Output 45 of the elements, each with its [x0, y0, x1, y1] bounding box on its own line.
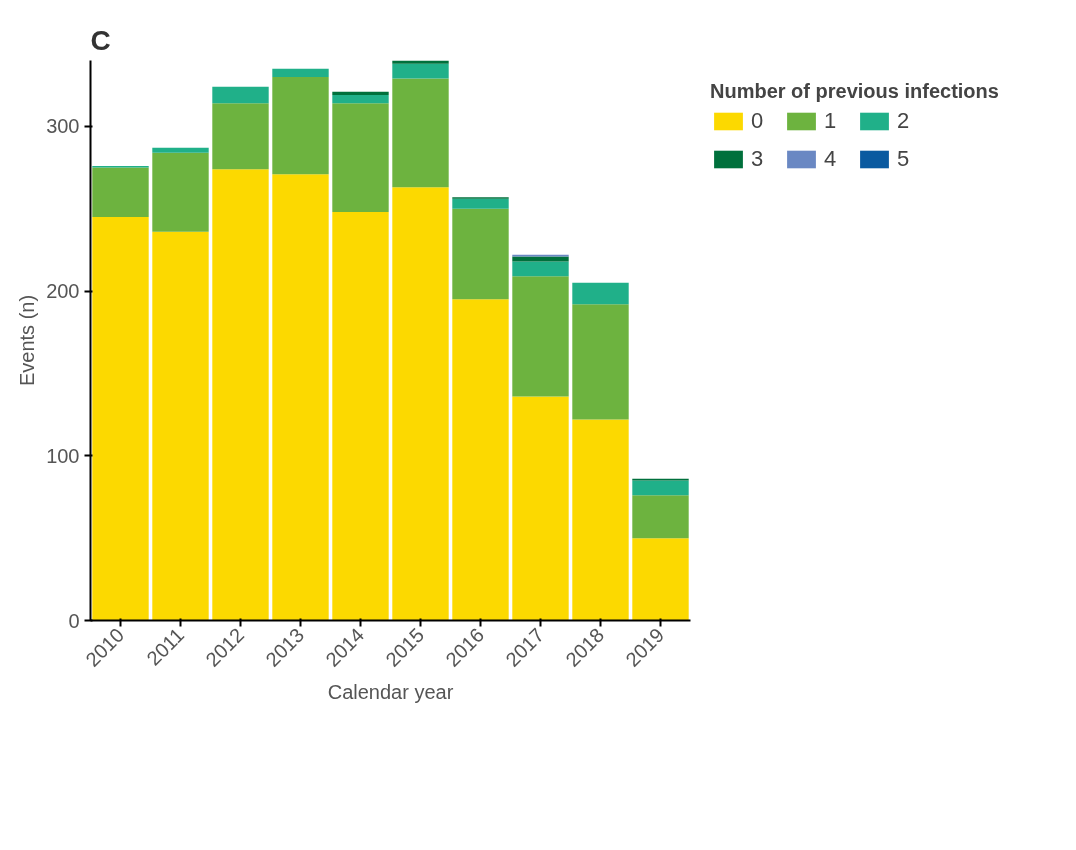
bar — [452, 198, 509, 209]
bar — [272, 68, 329, 77]
y-tick-label: 0 — [68, 609, 80, 632]
bar — [392, 63, 449, 79]
legend-label: 2 — [897, 108, 911, 134]
bar — [212, 103, 269, 170]
y-tick-label: 300 — [46, 115, 80, 138]
bar — [212, 86, 269, 104]
bar — [512, 261, 569, 277]
bar — [152, 152, 209, 232]
bar — [572, 282, 629, 305]
bar — [572, 304, 629, 420]
bar — [332, 95, 389, 104]
bar — [332, 91, 389, 96]
y-tick-label: 200 — [46, 280, 80, 303]
y-tick-label: 100 — [46, 444, 80, 467]
bar — [452, 208, 509, 300]
legend-label: 4 — [824, 146, 838, 172]
bar — [332, 212, 389, 621]
bar — [152, 231, 209, 621]
bar — [392, 60, 449, 64]
chart-title: C — [90, 24, 111, 56]
legend-label: 1 — [824, 108, 838, 134]
bar — [272, 174, 329, 621]
x-axis-title: Calendar year — [327, 680, 454, 703]
bar — [92, 167, 149, 217]
bar — [512, 396, 569, 621]
bar — [92, 216, 149, 621]
legend-title: Number of previous infections — [710, 80, 999, 103]
legend-label: 0 — [751, 108, 765, 134]
y-axis-title: Events (n) — [16, 294, 39, 387]
bar — [572, 419, 629, 621]
legend-label: 5 — [897, 146, 911, 172]
bar — [392, 78, 449, 188]
bar — [632, 495, 689, 539]
bar — [272, 76, 329, 175]
bar — [632, 480, 689, 496]
bar — [332, 103, 389, 213]
bar — [512, 276, 569, 397]
bar — [392, 187, 449, 621]
bar — [152, 147, 209, 153]
legend-label: 3 — [751, 146, 765, 172]
bar — [452, 299, 509, 621]
bar — [632, 538, 689, 621]
bar — [212, 169, 269, 621]
